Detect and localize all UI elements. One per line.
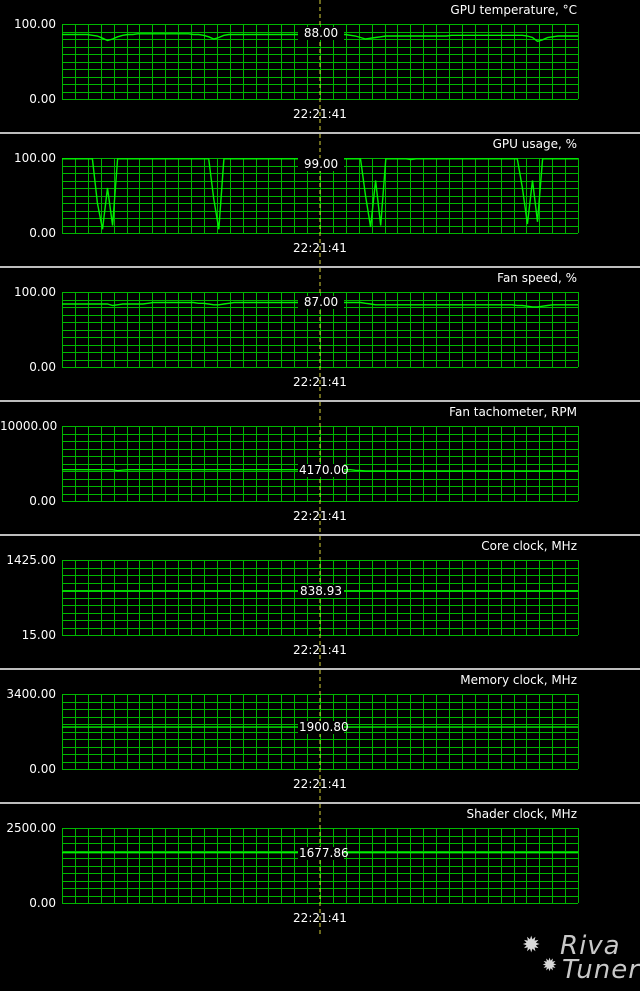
fan-tachometer-axis-min-label: 0.00 <box>29 494 56 508</box>
fan-speed-time-label: 22:21:41 <box>293 375 347 389</box>
panel-separator[interactable] <box>0 400 640 402</box>
memory-clock-graph-panel[interactable]: Memory clock, MHz 3400.00 0.00 1900.80 22:21… <box>0 670 640 802</box>
panel-separator[interactable] <box>0 802 640 804</box>
time-cursor-line[interactable] <box>319 536 321 668</box>
gpu-usage-graph-panel[interactable]: GPU usage, % 100.00 0.00 99.00 22:21:41 <box>0 134 640 266</box>
fan-speed-grid <box>62 292 579 368</box>
rivatuner-logo: ✹ ✹ Riva Tuner <box>522 931 639 983</box>
gpu-temperature-axis-min-label: 0.00 <box>29 92 56 106</box>
core-clock-axis-max-label: 1425.00 <box>6 553 56 567</box>
logo-text-bottom: Tuner <box>562 955 640 985</box>
memory-clock-title: Memory clock, MHz <box>460 673 577 687</box>
gpu-temperature-time-label: 22:21:41 <box>293 107 347 121</box>
fan-tachometer-axis-max-label: 10000.00 <box>0 419 58 433</box>
gpu-temperature-axis-max-label: 100.00 <box>14 17 56 31</box>
memory-clock-current-value: 1900.80 <box>298 720 349 735</box>
shader-clock-time-label: 22:21:41 <box>293 911 347 925</box>
gpu-temperature-graph-panel[interactable]: GPU temperature, °C 100.00 0.00 88.00 22:21:… <box>0 0 640 132</box>
time-cursor-line[interactable] <box>319 268 321 400</box>
fan-tachometer-title: Fan tachometer, RPM <box>449 405 577 419</box>
memory-clock-axis-min-label: 0.00 <box>29 762 56 776</box>
gear-icon: ✹ <box>542 955 558 976</box>
panel-separator[interactable] <box>0 668 640 670</box>
memory-clock-axis-max-label: 3400.00 <box>6 687 56 701</box>
fan-speed-axis-max-label: 100.00 <box>14 285 56 299</box>
time-cursor-line[interactable] <box>319 134 321 266</box>
core-clock-grid <box>62 560 579 636</box>
shader-clock-axis-max-label: 2500.00 <box>6 821 56 835</box>
panel-separator[interactable] <box>0 534 640 536</box>
shader-clock-title: Shader clock, MHz <box>466 807 577 821</box>
gpu-usage-axis-max-label: 100.00 <box>14 151 56 165</box>
fan-speed-title: Fan speed, % <box>497 271 577 285</box>
core-clock-time-label: 22:21:41 <box>293 643 347 657</box>
memory-clock-time-label: 22:21:41 <box>293 777 347 791</box>
shader-clock-graph-panel[interactable]: Shader clock, MHz 2500.00 0.00 1677.86 22:21… <box>0 804 640 936</box>
fan-tachometer-graph-panel[interactable]: Fan tachometer, RPM 10000.00 0.00 4170.00 22… <box>0 402 640 534</box>
logo-text-top: Riva <box>560 931 621 961</box>
gpu-usage-current-value: 99.00 <box>298 158 344 171</box>
core-clock-axis-min-label: 15.00 <box>21 628 56 642</box>
core-clock-graph-panel[interactable]: Core clock, MHz 1425.00 15.00 838.93 22:21:4… <box>0 536 640 668</box>
gpu-temperature-current-value: 88.00 <box>298 27 344 40</box>
gpu-usage-axis-min-label: 0.00 <box>29 226 56 240</box>
panel-separator[interactable] <box>0 132 640 134</box>
gear-icon: ✹ <box>522 933 541 958</box>
panel-separator[interactable] <box>0 266 640 268</box>
time-cursor-line[interactable] <box>319 670 321 802</box>
fan-speed-current-value: 87.00 <box>298 295 344 309</box>
fan-tachometer-current-value: 4170.00 <box>298 462 349 477</box>
gpu-usage-time-label: 22:21:41 <box>293 241 347 255</box>
time-cursor-line[interactable] <box>319 0 321 132</box>
time-cursor-line[interactable] <box>319 804 321 936</box>
gpu-usage-title: GPU usage, % <box>492 137 577 151</box>
gpu-temperature-title: GPU temperature, °C <box>450 3 577 17</box>
shader-clock-current-value: 1677.86 <box>298 845 349 860</box>
shader-clock-axis-min-label: 0.00 <box>29 896 56 910</box>
fan-speed-plot-area <box>62 292 579 368</box>
fan-speed-axis-min-label: 0.00 <box>29 360 56 374</box>
core-clock-title: Core clock, MHz <box>481 539 577 553</box>
core-clock-current-value: 838.93 <box>298 584 344 599</box>
fan-tachometer-time-label: 22:21:41 <box>293 509 347 523</box>
fan-speed-graph-panel[interactable]: Fan speed, % 100.00 0.00 87.00 22:21:41 <box>0 268 640 400</box>
